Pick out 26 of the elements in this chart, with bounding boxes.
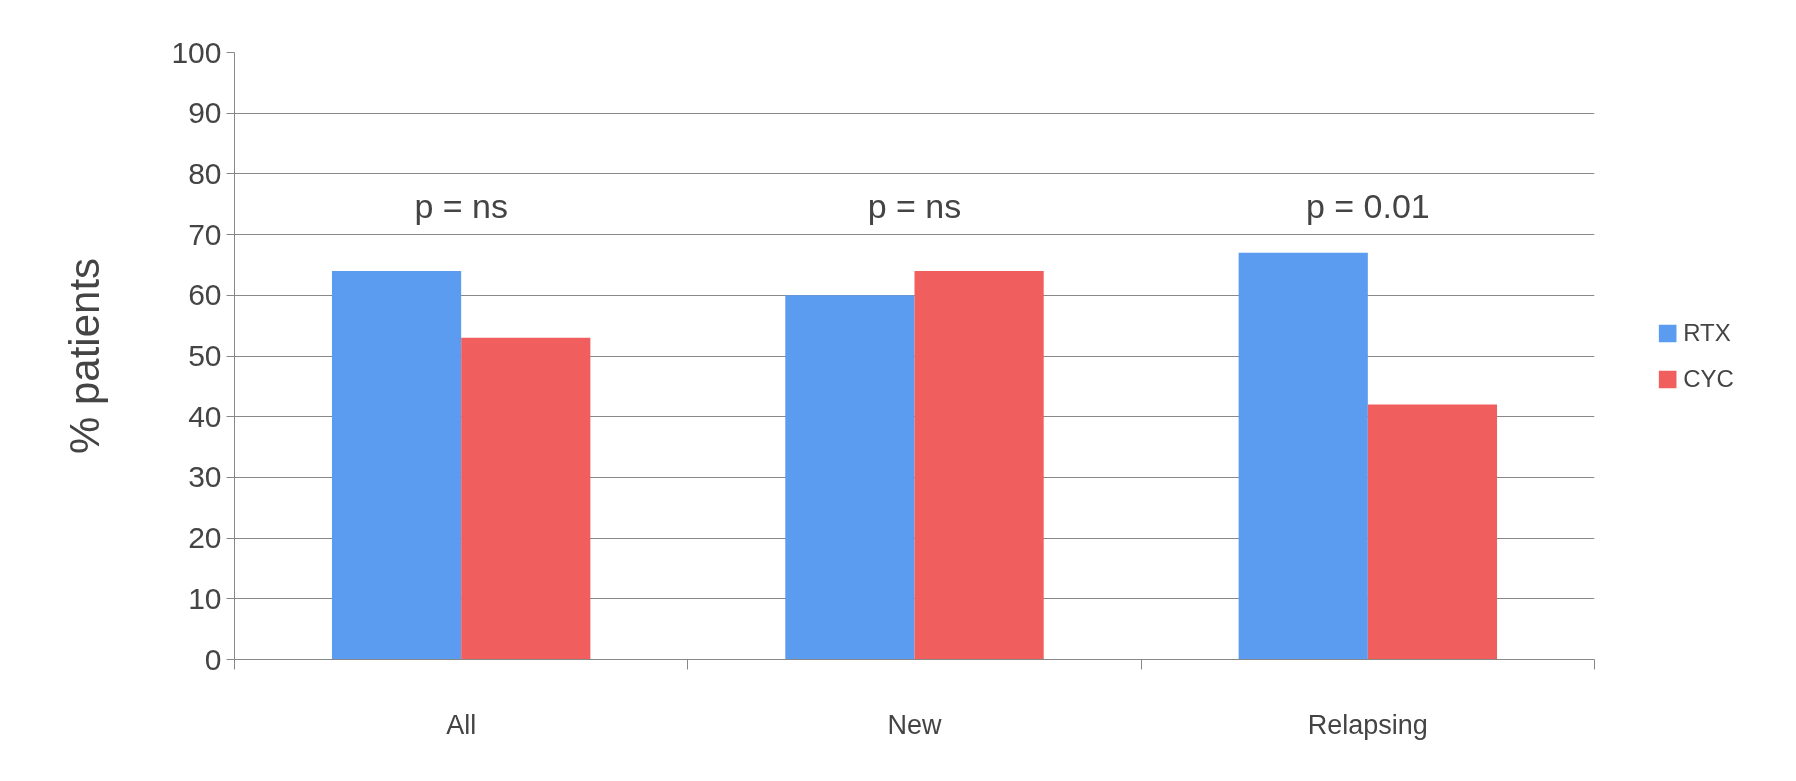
x-tick-label: All [446, 709, 477, 740]
annotation: p = ns [867, 187, 962, 226]
bar [1367, 404, 1498, 660]
y-tick-label: 0 [204, 642, 222, 676]
bar [914, 271, 1044, 660]
legend-label: RTX [1683, 318, 1731, 347]
y-tick-label: 40 [188, 399, 222, 433]
annotation: p = 0.01 [1305, 187, 1430, 226]
y-tick-label: 60 [188, 278, 222, 312]
y-tick-label: 90 [188, 96, 222, 130]
y-tick-label: 70 [188, 217, 222, 251]
y-tick-label: 20 [188, 521, 222, 555]
y-tick-label: 100 [171, 35, 222, 69]
y-tick-label: 10 [188, 581, 222, 615]
x-tick-label: Relapsing [1307, 709, 1428, 740]
bar [461, 337, 591, 660]
y-axis-title: % patients [61, 257, 109, 455]
bar [331, 271, 462, 660]
legend-label: CYC [1683, 364, 1734, 393]
x-tick-label: New [887, 709, 943, 740]
y-tick-label: 50 [188, 339, 222, 372]
bar [1238, 252, 1368, 660]
bar [785, 295, 915, 660]
y-tick-label: 80 [188, 156, 222, 190]
y-tick-label: 30 [188, 460, 222, 494]
annotation: p = ns [414, 187, 508, 226]
